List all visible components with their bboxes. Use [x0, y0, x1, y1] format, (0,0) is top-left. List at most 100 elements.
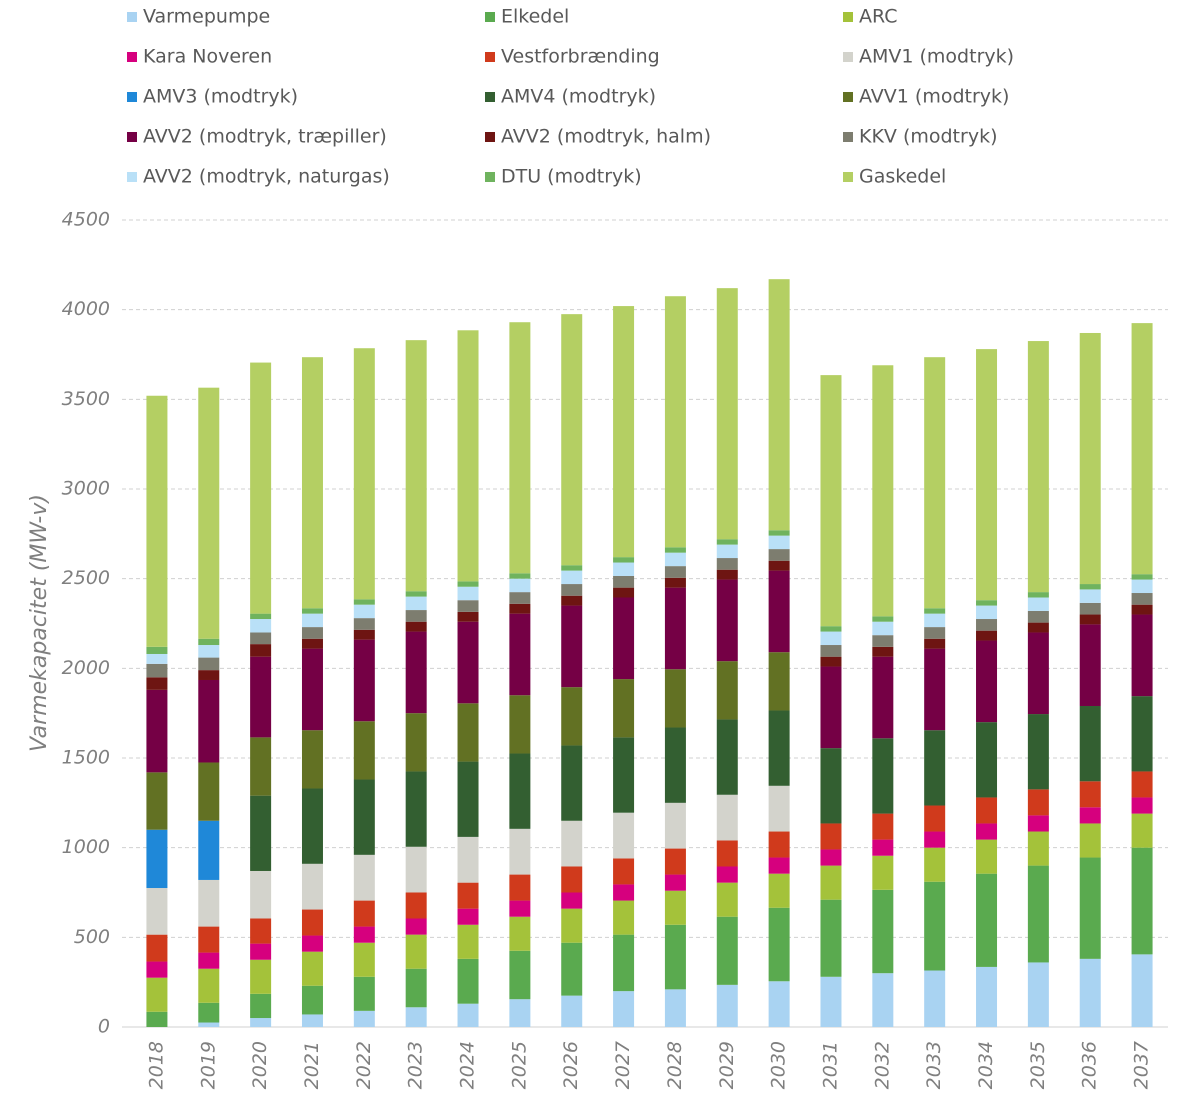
bar-segment: [924, 648, 946, 731]
bar-segment: [561, 314, 583, 566]
legend-label: AVV1 (modtryk): [859, 86, 1009, 108]
bar-segment: [976, 349, 998, 601]
bar-segment: [509, 613, 531, 696]
bar-segment: [664, 296, 686, 548]
bar-segment: [1079, 584, 1101, 590]
bar-segment: [1027, 831, 1049, 866]
bar-segment: [561, 745, 583, 821]
bar-segment: [198, 1002, 220, 1023]
x-tick-label: 2018: [145, 1041, 167, 1089]
bar-segment: [872, 646, 894, 657]
bar-segment: [509, 874, 531, 901]
bar-segment: [301, 1014, 323, 1027]
bar-segment: [198, 952, 220, 969]
bar-segment: [1079, 614, 1101, 625]
bar-segment: [353, 721, 375, 780]
bar-segment: [1079, 624, 1101, 706]
bar-segment: [405, 591, 427, 597]
bar-segment: [613, 900, 635, 935]
bar-segment: [509, 603, 531, 614]
x-tick-label: 2025: [508, 1041, 530, 1089]
legend-swatch: [127, 52, 137, 62]
legend-swatch: [485, 172, 495, 182]
legend-label: Varmepumpe: [143, 6, 270, 28]
bar-segment: [768, 981, 790, 1027]
bar-segment: [457, 621, 479, 704]
bar-segment: [457, 600, 479, 612]
x-tick-label: 2019: [197, 1041, 219, 1089]
bar-segment: [924, 970, 946, 1027]
bar-segment: [1079, 705, 1101, 782]
bar-segment: [457, 924, 479, 959]
legend-swatch: [127, 92, 137, 102]
bar-segment: [353, 599, 375, 605]
y-tick-label: 2500: [62, 567, 110, 589]
bar-segment: [509, 573, 531, 579]
bar-segment: [976, 797, 998, 824]
bar-segment: [250, 870, 272, 919]
bar-segment: [561, 605, 583, 688]
y-axis-title: Varmekapacitet (MW-v): [27, 494, 52, 752]
bar-segment: [301, 909, 323, 936]
bar-segment: [1027, 632, 1049, 715]
bar-segment: [146, 395, 168, 647]
bar-segment: [872, 973, 894, 1027]
bar-segment: [198, 820, 220, 880]
x-tick-label: 2026: [560, 1041, 582, 1089]
bar-segment: [1027, 610, 1049, 623]
bar-segment: [146, 677, 168, 690]
legend-swatch: [127, 132, 137, 142]
bar-segment: [820, 666, 842, 749]
x-tick-label: 2027: [612, 1041, 634, 1089]
bar-segment: [664, 587, 686, 670]
bar-segment: [664, 874, 686, 891]
bar-segment: [301, 627, 323, 639]
bar-segment: [146, 663, 168, 678]
y-tick-label: 500: [74, 926, 110, 948]
bar-segment: [250, 993, 272, 1019]
bar-segment: [613, 562, 635, 576]
bar-segment: [976, 839, 998, 874]
bar-segment: [457, 882, 479, 909]
bar-segment: [405, 846, 427, 893]
bar-segment: [976, 873, 998, 967]
bar-segment: [250, 943, 272, 960]
bar-segment: [301, 951, 323, 986]
bar-segment: [198, 657, 220, 671]
bar-segment: [301, 357, 323, 609]
bar-segment: [405, 968, 427, 1008]
bar-segment: [924, 805, 946, 832]
legend-swatch: [485, 52, 495, 62]
legend-swatch: [843, 12, 853, 22]
legend-swatch: [127, 172, 137, 182]
bar-segment: [924, 638, 946, 649]
bar-segment: [768, 549, 790, 561]
bar-segment: [146, 961, 168, 978]
x-tick-label: 2023: [405, 1041, 427, 1089]
bar-segment: [561, 595, 583, 606]
bar-segment: [613, 858, 635, 885]
legend-label: AVV2 (modtryk, naturgas): [143, 166, 390, 188]
bar-segment: [1027, 714, 1049, 790]
x-tick-label: 2030: [768, 1041, 790, 1089]
bar-segment: [613, 934, 635, 992]
bar-segment: [405, 1007, 427, 1027]
bar-segment: [250, 632, 272, 645]
bar-segment: [613, 575, 635, 588]
bar-segment: [613, 306, 635, 558]
bar-segment: [716, 840, 738, 867]
bar-segment: [1079, 781, 1101, 808]
bar-segment: [405, 918, 427, 935]
x-tick-label: 2036: [1079, 1041, 1101, 1089]
bar-segment: [353, 926, 375, 943]
y-tick-label: 4500: [62, 209, 110, 231]
bar-segment: [457, 1003, 479, 1027]
bar-segment: [716, 794, 738, 841]
legend-label: DTU (modtryk): [501, 166, 642, 188]
x-tick-label: 2029: [716, 1041, 738, 1089]
bar-segment: [250, 1018, 272, 1027]
bar-segment: [664, 577, 686, 588]
bar-segment: [716, 539, 738, 545]
bar-segment: [820, 865, 842, 900]
